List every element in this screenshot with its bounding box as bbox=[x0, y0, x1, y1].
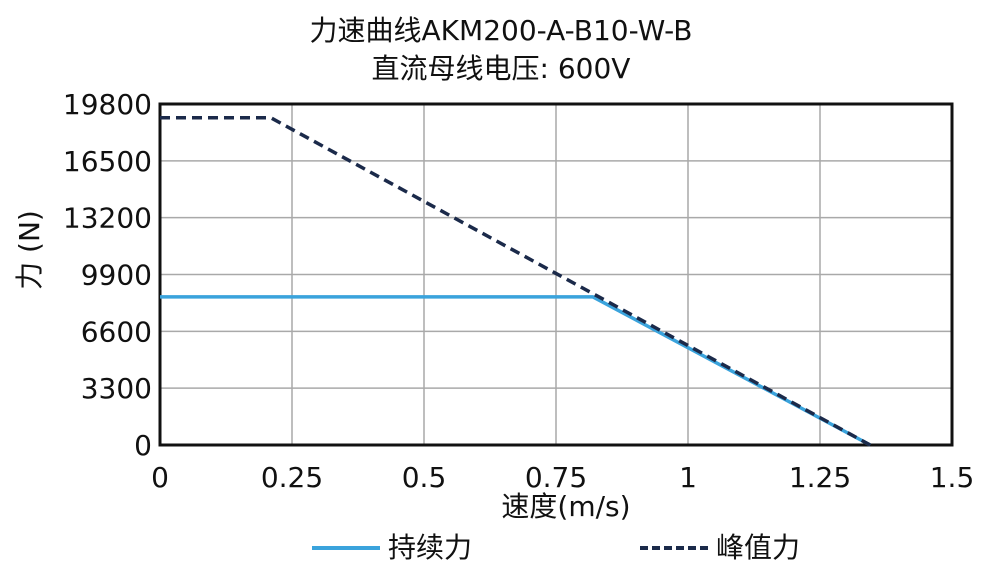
y-tick-label: 9900 bbox=[81, 259, 152, 292]
legend-label-peak: 峰值力 bbox=[716, 531, 801, 564]
x-tick-label: 0.75 bbox=[525, 461, 587, 494]
x-tick-label: 0.25 bbox=[261, 461, 323, 494]
legend-item-continuous: 持续力 bbox=[312, 528, 472, 568]
x-tick-label: 0 bbox=[151, 461, 169, 494]
y-tick-label: 13200 bbox=[63, 202, 152, 235]
legend-item-peak: 峰值力 bbox=[640, 528, 800, 568]
y-tick-label: 19800 bbox=[63, 88, 152, 121]
x-tick-label: 1.25 bbox=[789, 461, 851, 494]
y-tick-label: 0 bbox=[134, 429, 152, 462]
x-tick-label: 1 bbox=[679, 461, 697, 494]
x-tick-label: 0.5 bbox=[402, 461, 447, 494]
chart-subtitle: 直流母线电压: 600V bbox=[371, 52, 631, 85]
x-tick-label: 1.5 bbox=[930, 461, 975, 494]
legend-swatch-continuous bbox=[312, 546, 380, 550]
legend-swatch-peak bbox=[640, 546, 708, 550]
y-tick-label: 3300 bbox=[81, 372, 152, 405]
y-tick-label: 16500 bbox=[63, 145, 152, 178]
series-line-peak-force bbox=[160, 116, 872, 447]
plot-frame bbox=[158, 102, 954, 447]
legend-label-continuous: 持续力 bbox=[388, 531, 473, 564]
x-axis-label: 速度(m/s) bbox=[501, 490, 631, 523]
series-line-continuous-force bbox=[160, 295, 872, 447]
chart-title: 力速曲线AKM200-A-B10-W-B bbox=[309, 14, 693, 47]
y-tick-label: 6600 bbox=[81, 315, 152, 348]
y-axis-label: 力 (N) bbox=[13, 210, 46, 290]
